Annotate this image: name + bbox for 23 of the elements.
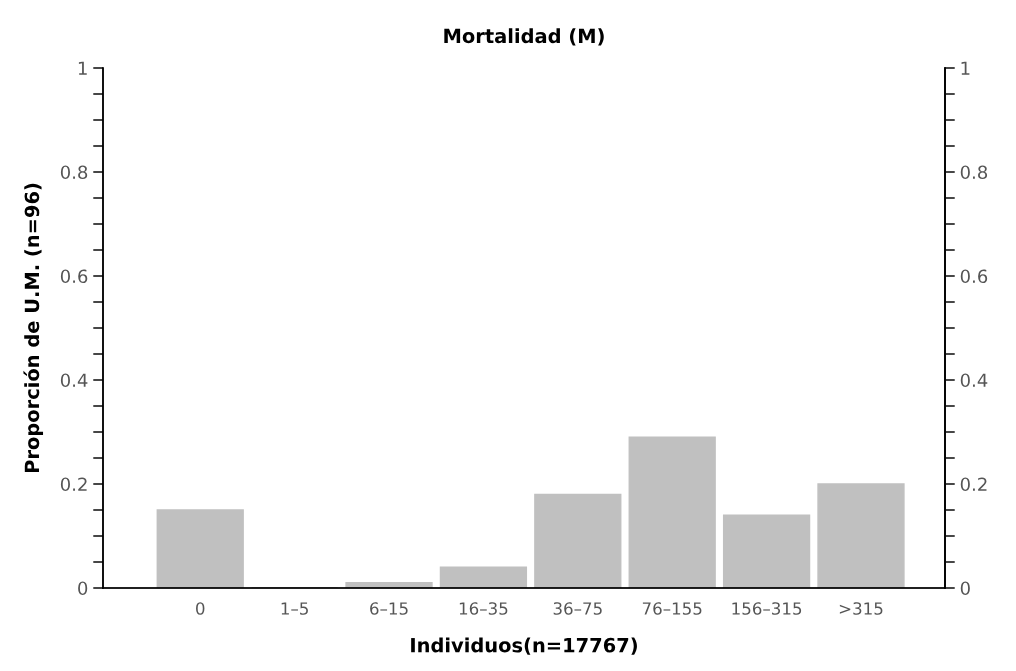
x-tick-label: 6–15 xyxy=(370,602,408,615)
y-tick-label: 0.2 xyxy=(60,477,87,492)
x-tick-label: 0 xyxy=(196,602,205,615)
x-tick-label: >315 xyxy=(839,602,883,615)
x-tick-label: 156–315 xyxy=(732,602,802,615)
y-tick-label: 0.4 xyxy=(60,373,88,388)
y-tick-label: 0.6 xyxy=(60,269,88,284)
y2-tick-label: 0.4 xyxy=(960,373,988,388)
x-axis-title: Individuos(n=17767) xyxy=(411,637,637,655)
y2-tick-label: 1 xyxy=(961,61,970,75)
y2-tick-label: 0 xyxy=(960,581,970,596)
y2-tick-label: 0.6 xyxy=(960,269,988,284)
chart-title: Mortalidad (M) xyxy=(444,28,604,46)
y2-tick-label: 0.2 xyxy=(960,477,987,492)
y2-tick-label: 0.8 xyxy=(960,165,988,180)
y-tick-label: 1 xyxy=(78,61,87,75)
x-tick-label: 36–75 xyxy=(553,602,602,615)
y-tick-label: 0.8 xyxy=(60,165,88,180)
y-axis-title: Proporción de U.M. (n=96) xyxy=(23,183,44,473)
x-tick-label: 76–155 xyxy=(642,602,702,615)
x-tick-label: 16–35 xyxy=(459,602,508,615)
x-tick-label: 1–5 xyxy=(281,602,308,615)
y-tick-label: 0 xyxy=(78,581,88,596)
